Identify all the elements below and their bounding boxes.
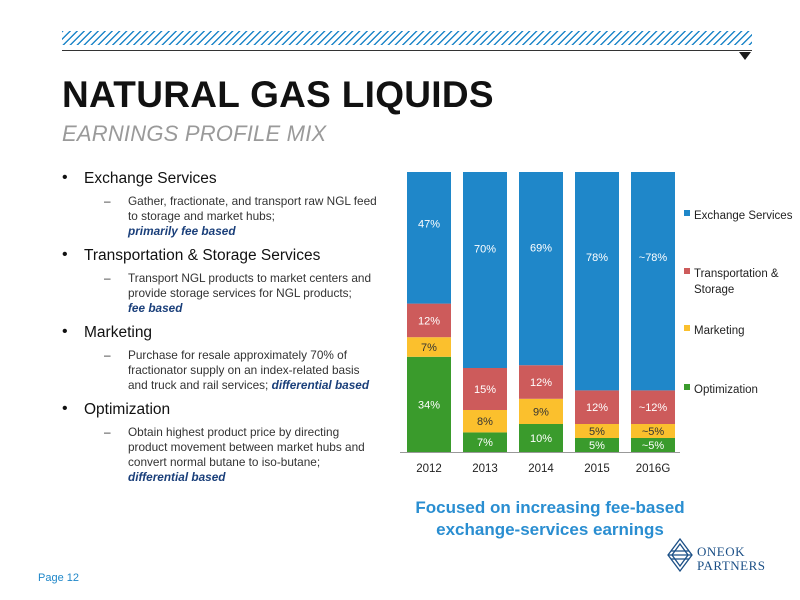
data-label: ~5% bbox=[642, 440, 665, 452]
bullet-marketing: • Marketing – Purchase for resale approx… bbox=[60, 323, 380, 393]
bullet-heading: Transportation & Storage Services bbox=[84, 247, 321, 264]
logo-line-2: PARTNERS bbox=[697, 558, 766, 573]
legend-swatch bbox=[684, 268, 690, 274]
bar-exchange-services-2014 bbox=[519, 172, 563, 366]
x-tick-label: 2014 bbox=[528, 463, 554, 475]
header-rule bbox=[62, 50, 752, 51]
data-label: 15% bbox=[474, 384, 496, 396]
data-label: 7% bbox=[477, 437, 493, 449]
data-label: ~78% bbox=[639, 252, 668, 264]
bar-exchange-services-2013 bbox=[463, 172, 507, 368]
legend-swatch bbox=[684, 210, 690, 216]
bullet-heading: Optimization bbox=[84, 401, 171, 418]
bar-optimization-2015 bbox=[575, 438, 619, 452]
page-number: Page 12 bbox=[38, 572, 79, 584]
bullet-detail: – Purchase for resale approximately 70% … bbox=[84, 348, 380, 393]
bullet-detail: – Gather, fractionate, and transport raw… bbox=[84, 194, 380, 239]
legend-swatch bbox=[684, 325, 690, 331]
page-subtitle: EARNINGS PROFILE MIX bbox=[62, 121, 327, 146]
dash-icon: – bbox=[104, 425, 111, 439]
dash-icon: – bbox=[104, 348, 111, 362]
bar-optimization-2012 bbox=[407, 356, 451, 452]
bar-transportation-storage-2012 bbox=[407, 303, 451, 338]
data-label: 7% bbox=[421, 342, 437, 354]
bullet-icon: • bbox=[62, 246, 68, 263]
data-label: 5% bbox=[589, 440, 605, 452]
bullet-icon: • bbox=[62, 169, 68, 186]
legend-label: Storage bbox=[694, 284, 734, 296]
bar-exchange-services-2012 bbox=[407, 172, 451, 304]
bullet-heading: Exchange Services bbox=[84, 170, 217, 187]
bullet-icon: • bbox=[62, 323, 68, 340]
company-logo: ONEOK PARTNERS bbox=[667, 538, 777, 578]
dash-icon: – bbox=[104, 194, 111, 208]
bar-transportation-storage-2014 bbox=[519, 365, 563, 399]
legend-label: Optimization bbox=[694, 384, 758, 396]
bar-marketing-2012 bbox=[407, 337, 451, 357]
data-label: 34% bbox=[418, 399, 440, 411]
data-label: 12% bbox=[530, 377, 552, 389]
bullet-heading: Marketing bbox=[84, 324, 153, 341]
legend-label: Transportation & bbox=[694, 268, 779, 280]
data-label: 8% bbox=[477, 416, 493, 428]
bar-transportation-storage-2016G bbox=[631, 390, 675, 424]
data-label: 69% bbox=[530, 242, 552, 254]
data-label: 12% bbox=[418, 315, 440, 327]
chart-callout: Focused on increasing fee-based exchange… bbox=[415, 498, 685, 539]
bar-exchange-services-2015 bbox=[575, 172, 619, 391]
page-title: NATURAL GAS LIQUIDS bbox=[62, 74, 494, 115]
bar-optimization-2013 bbox=[463, 432, 507, 452]
legend-swatch bbox=[684, 384, 690, 390]
data-label: 10% bbox=[530, 433, 552, 445]
x-tick-label: 2016G bbox=[636, 463, 671, 475]
bullet-text: Gather, fractionate, and transport raw N… bbox=[128, 194, 377, 223]
bullet-transportation-storage: • Transportation & Storage Services – Tr… bbox=[60, 246, 380, 316]
legend-label: Marketing bbox=[694, 325, 745, 337]
header-stripe bbox=[62, 31, 752, 45]
bullet-text: Transport NGL products to market centers… bbox=[128, 271, 372, 300]
bar-transportation-storage-2015 bbox=[575, 390, 619, 424]
data-label: ~12% bbox=[639, 402, 668, 414]
caret-down-icon bbox=[739, 52, 751, 60]
data-label: ~5% bbox=[642, 426, 665, 438]
dash-icon: – bbox=[104, 271, 111, 285]
data-label: 78% bbox=[586, 252, 608, 264]
bullet-emphasis: differential based bbox=[128, 470, 226, 484]
bar-marketing-2013 bbox=[463, 410, 507, 433]
x-tick-label: 2015 bbox=[584, 463, 610, 475]
data-label: 47% bbox=[418, 218, 440, 230]
legend-label: Exchange Services bbox=[694, 210, 793, 222]
bullet-emphasis: differential based bbox=[271, 378, 370, 392]
data-label: 12% bbox=[586, 402, 608, 414]
bar-optimization-2016G bbox=[631, 438, 675, 452]
bullet-detail: – Transport NGL products to market cente… bbox=[84, 271, 380, 316]
bullet-optimization: • Optimization – Obtain highest product … bbox=[60, 400, 380, 485]
bullet-emphasis: primarily fee based bbox=[128, 224, 236, 238]
logo-text: ONEOK PARTNERS bbox=[697, 545, 766, 573]
bar-optimization-2014 bbox=[519, 424, 563, 452]
bar-exchange-services-2016G bbox=[631, 172, 675, 391]
logo-line-1: ONEOK bbox=[697, 544, 745, 559]
bullet-list: • Exchange Services – Gather, fractionat… bbox=[60, 169, 380, 493]
bullet-icon: • bbox=[62, 400, 68, 417]
bar-transportation-storage-2013 bbox=[463, 368, 507, 410]
bullet-exchange-services: • Exchange Services – Gather, fractionat… bbox=[60, 169, 380, 239]
bar-marketing-2014 bbox=[519, 398, 563, 424]
data-label: 9% bbox=[533, 406, 549, 418]
logo-diamond-icon bbox=[667, 538, 693, 572]
x-tick-label: 2013 bbox=[472, 463, 498, 475]
bar-marketing-2016G bbox=[631, 424, 675, 438]
bullet-emphasis: fee based bbox=[128, 301, 183, 315]
data-label: 5% bbox=[589, 426, 605, 438]
bullet-detail: – Obtain highest product price by direct… bbox=[84, 425, 380, 485]
data-label: 70% bbox=[474, 243, 496, 255]
bullet-text: Obtain highest product price by directin… bbox=[128, 425, 365, 469]
bar-marketing-2015 bbox=[575, 424, 619, 438]
bullet-text: Purchase for resale approximately 70% of… bbox=[128, 348, 360, 392]
x-tick-label: 2012 bbox=[416, 463, 442, 475]
